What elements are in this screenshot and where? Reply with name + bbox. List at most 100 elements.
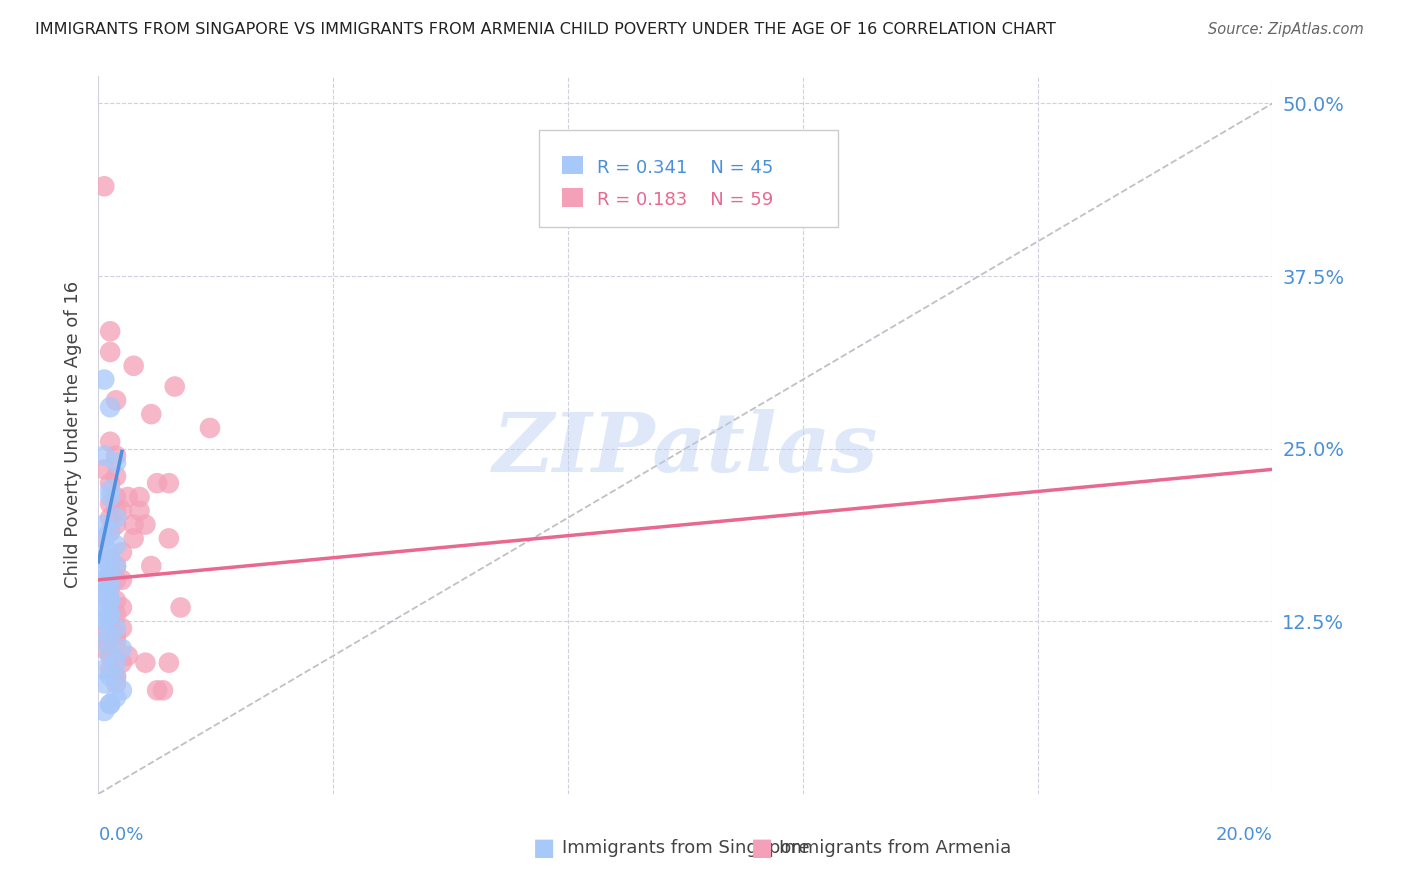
Point <box>93 704 115 718</box>
Point <box>98 510 121 524</box>
Point <box>117 490 139 504</box>
Point <box>98 476 121 491</box>
Point <box>105 504 128 518</box>
Point <box>157 476 180 491</box>
FancyBboxPatch shape <box>562 188 583 207</box>
Point <box>93 641 115 656</box>
Point <box>105 393 128 408</box>
Point <box>105 490 128 504</box>
Point <box>93 614 115 628</box>
Point <box>93 566 115 580</box>
Point <box>93 600 115 615</box>
Point <box>111 573 134 587</box>
Point <box>98 669 121 683</box>
FancyBboxPatch shape <box>538 129 838 227</box>
Point <box>93 628 115 642</box>
FancyBboxPatch shape <box>562 156 583 174</box>
Point <box>105 469 128 483</box>
Point <box>98 580 121 594</box>
Point <box>93 373 115 387</box>
Point <box>98 607 121 622</box>
Point <box>93 663 115 677</box>
Point <box>98 628 121 642</box>
Text: ■: ■ <box>751 836 773 860</box>
Point <box>105 573 128 587</box>
Point <box>93 517 115 532</box>
Point <box>157 656 180 670</box>
Point <box>111 600 134 615</box>
Point <box>93 449 115 463</box>
Point <box>163 379 186 393</box>
Point <box>105 559 128 574</box>
Point <box>105 510 128 524</box>
Text: Source: ZipAtlas.com: Source: ZipAtlas.com <box>1208 22 1364 37</box>
Point <box>98 497 121 511</box>
Point <box>93 587 115 601</box>
Point <box>105 449 128 463</box>
Point <box>98 566 121 580</box>
Text: R = 0.341    N = 45: R = 0.341 N = 45 <box>598 159 773 177</box>
Point <box>98 607 121 622</box>
Text: ZIPatlas: ZIPatlas <box>492 409 879 489</box>
Point <box>141 559 163 574</box>
Point <box>105 455 128 469</box>
Point <box>105 669 128 683</box>
Point <box>105 517 128 532</box>
Point <box>98 697 121 711</box>
Point <box>98 697 121 711</box>
Point <box>122 359 145 373</box>
Point <box>93 179 115 194</box>
Point <box>93 573 115 587</box>
Point <box>169 600 191 615</box>
Point <box>152 683 174 698</box>
Point <box>105 538 128 552</box>
Text: Immigrants from Singapore: Immigrants from Singapore <box>562 838 810 856</box>
Point <box>128 490 150 504</box>
Point <box>98 593 121 607</box>
Point <box>98 345 121 359</box>
Point <box>117 648 139 663</box>
Text: ■: ■ <box>533 836 555 860</box>
Point <box>98 593 121 607</box>
Point <box>93 614 115 628</box>
Point <box>141 407 163 421</box>
Point <box>98 593 121 607</box>
Point <box>98 524 121 539</box>
Point <box>93 532 115 546</box>
Point <box>105 607 128 622</box>
Point <box>105 635 128 649</box>
Point <box>146 683 169 698</box>
Point <box>111 641 134 656</box>
Point <box>98 483 121 497</box>
Point <box>146 476 169 491</box>
Point <box>122 532 145 546</box>
Text: 0.0%: 0.0% <box>98 826 143 844</box>
Point <box>98 552 121 566</box>
Point <box>111 545 134 559</box>
Point <box>98 434 121 449</box>
Point <box>198 421 221 435</box>
Point <box>98 663 121 677</box>
Point <box>98 524 121 539</box>
Text: IMMIGRANTS FROM SINGAPORE VS IMMIGRANTS FROM ARMENIA CHILD POVERTY UNDER THE AGE: IMMIGRANTS FROM SINGAPORE VS IMMIGRANTS … <box>35 22 1056 37</box>
Text: R = 0.183    N = 59: R = 0.183 N = 59 <box>598 191 773 209</box>
Point <box>93 587 115 601</box>
Point <box>98 580 121 594</box>
Point <box>98 648 121 663</box>
Point <box>98 573 121 587</box>
Point <box>128 504 150 518</box>
Point <box>98 324 121 338</box>
Point <box>98 614 121 628</box>
Point <box>93 635 115 649</box>
Text: 20.0%: 20.0% <box>1216 826 1272 844</box>
Point <box>98 401 121 415</box>
Point <box>93 587 115 601</box>
Point <box>111 683 134 698</box>
Point <box>105 628 128 642</box>
Point <box>111 504 134 518</box>
Point <box>93 600 115 615</box>
Point <box>93 462 115 476</box>
Point <box>93 676 115 690</box>
Point <box>105 669 128 683</box>
Point <box>134 517 156 532</box>
